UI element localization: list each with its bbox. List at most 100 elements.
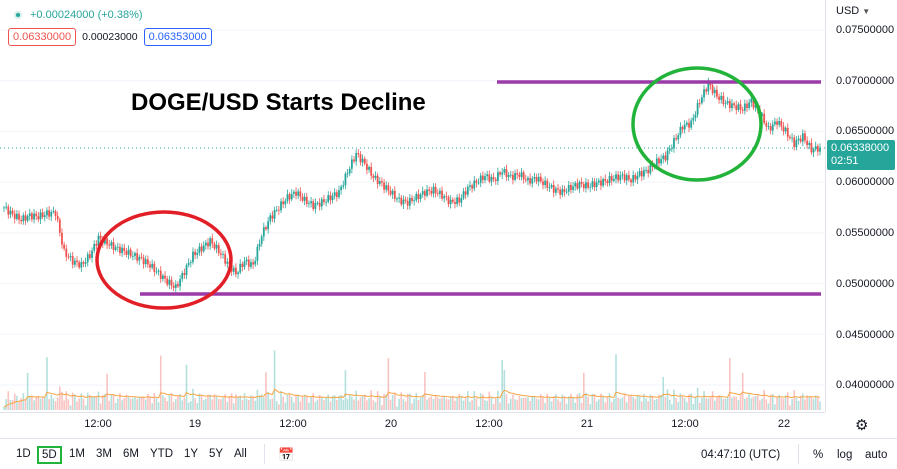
candle-body	[310, 201, 312, 204]
candle-body	[797, 138, 800, 141]
volume-bar	[456, 397, 458, 410]
candle-body	[344, 173, 347, 186]
timeframe-3m-button[interactable]: 3M	[96, 448, 112, 460]
buy-price-box[interactable]: 0.06353000	[143, 28, 212, 46]
volume-bar	[194, 398, 196, 410]
candle-body	[681, 126, 684, 130]
candlestick-chart[interactable]: DOGE/USD Starts Decline	[0, 0, 825, 412]
volume-bar	[424, 371, 426, 410]
candle-body	[776, 121, 778, 125]
time-axis[interactable]	[0, 412, 825, 438]
volume-bar	[711, 391, 714, 410]
currency-selector[interactable]: USD ▼	[836, 5, 870, 17]
candle-body	[164, 275, 166, 279]
candle-body	[271, 215, 274, 219]
candle-body	[724, 103, 727, 104]
timeframe-5y-button[interactable]: 5Y	[209, 448, 224, 460]
volume-bar	[357, 400, 360, 410]
volume-bar	[84, 405, 87, 410]
candle-body	[177, 284, 179, 287]
candle-body	[640, 171, 643, 177]
candle-body	[445, 196, 448, 197]
toolbar-divider	[798, 444, 799, 464]
volume-bar	[452, 395, 454, 410]
candle-body	[54, 211, 57, 217]
volume-bar	[750, 398, 753, 410]
candle-body	[129, 249, 132, 257]
candle-body	[383, 182, 385, 190]
volume-bar	[671, 404, 673, 410]
candle-body	[537, 176, 540, 182]
volume-bar	[37, 395, 40, 410]
volume-bar	[222, 397, 224, 410]
candle-body	[625, 175, 628, 181]
candle-body	[335, 192, 338, 198]
candle-body	[658, 158, 660, 164]
volume-bar	[705, 398, 707, 410]
sell-price-box[interactable]: 0.06330000	[8, 28, 77, 46]
volume-bar	[63, 400, 65, 410]
volume-bar	[275, 401, 278, 410]
timeframe-1m-button[interactable]: 1M	[69, 448, 85, 460]
volume-bar	[164, 397, 166, 410]
candle-body	[722, 95, 725, 104]
volume-bar	[353, 399, 355, 410]
candle-body	[645, 169, 647, 171]
date-range-icon[interactable]: 📅	[278, 447, 295, 462]
volume-bar	[640, 401, 643, 410]
candle-body	[778, 120, 781, 125]
volume-bar	[383, 393, 385, 410]
candle-body	[765, 123, 768, 127]
volume-bar	[432, 398, 435, 410]
timeframe-1y-button[interactable]: 1Y	[184, 448, 199, 460]
candle-body	[91, 250, 93, 258]
timeframe-all-button[interactable]: All	[234, 448, 247, 460]
candle-body	[713, 89, 716, 94]
candle-body	[308, 203, 310, 205]
candle-body	[138, 256, 141, 261]
candle-body	[196, 252, 199, 256]
volume-bar	[595, 401, 598, 410]
volume-bar	[183, 397, 186, 410]
timeframe-1d-button[interactable]: 1D	[16, 448, 31, 460]
auto-scale-button[interactable]: auto	[865, 449, 888, 461]
candle-body	[125, 251, 128, 255]
volume-bar	[147, 393, 149, 410]
volume-bar	[385, 394, 388, 410]
gear-icon[interactable]: ⚙	[855, 417, 869, 434]
timeframe-5d-button[interactable]: 5D	[37, 446, 62, 464]
volume-bar	[559, 401, 561, 410]
candle-body	[155, 271, 158, 273]
candle-body	[496, 172, 499, 181]
candle-body	[282, 201, 285, 205]
volume-bar	[628, 395, 630, 410]
log-scale-button[interactable]: log	[837, 449, 853, 461]
candle-body	[711, 85, 714, 94]
x-tick-label: 12:00	[279, 418, 307, 430]
volume-bar	[494, 397, 497, 410]
chart-area[interactable]: DOGE/USD Starts Decline +0.00024000 (+0.…	[0, 0, 825, 412]
candle-body	[13, 213, 16, 219]
volume-bar	[666, 389, 669, 410]
volume-bar	[198, 393, 201, 410]
volume-bar	[76, 401, 78, 410]
volume-bar	[316, 399, 319, 410]
timeframe-6m-button[interactable]: 6M	[123, 448, 139, 460]
candle-body	[447, 196, 450, 205]
timeframe-ytd-button[interactable]: YTD	[150, 448, 173, 460]
volume-bar	[509, 398, 512, 410]
utc-clock[interactable]: 04:47:10 (UTC)	[701, 449, 781, 461]
candle-body	[638, 171, 641, 176]
candle-body	[473, 180, 476, 189]
candle-body	[728, 101, 731, 109]
volume-bar	[445, 398, 448, 410]
candle-body	[411, 197, 413, 202]
candle-body	[67, 256, 70, 258]
percent-scale-button[interactable]: %	[813, 449, 824, 461]
volume-bar	[110, 394, 113, 410]
volume-bar	[61, 391, 63, 410]
volume-bar	[799, 395, 802, 410]
volume-bar	[179, 394, 181, 410]
price-axis[interactable]	[825, 0, 897, 412]
candle-body	[297, 191, 300, 196]
